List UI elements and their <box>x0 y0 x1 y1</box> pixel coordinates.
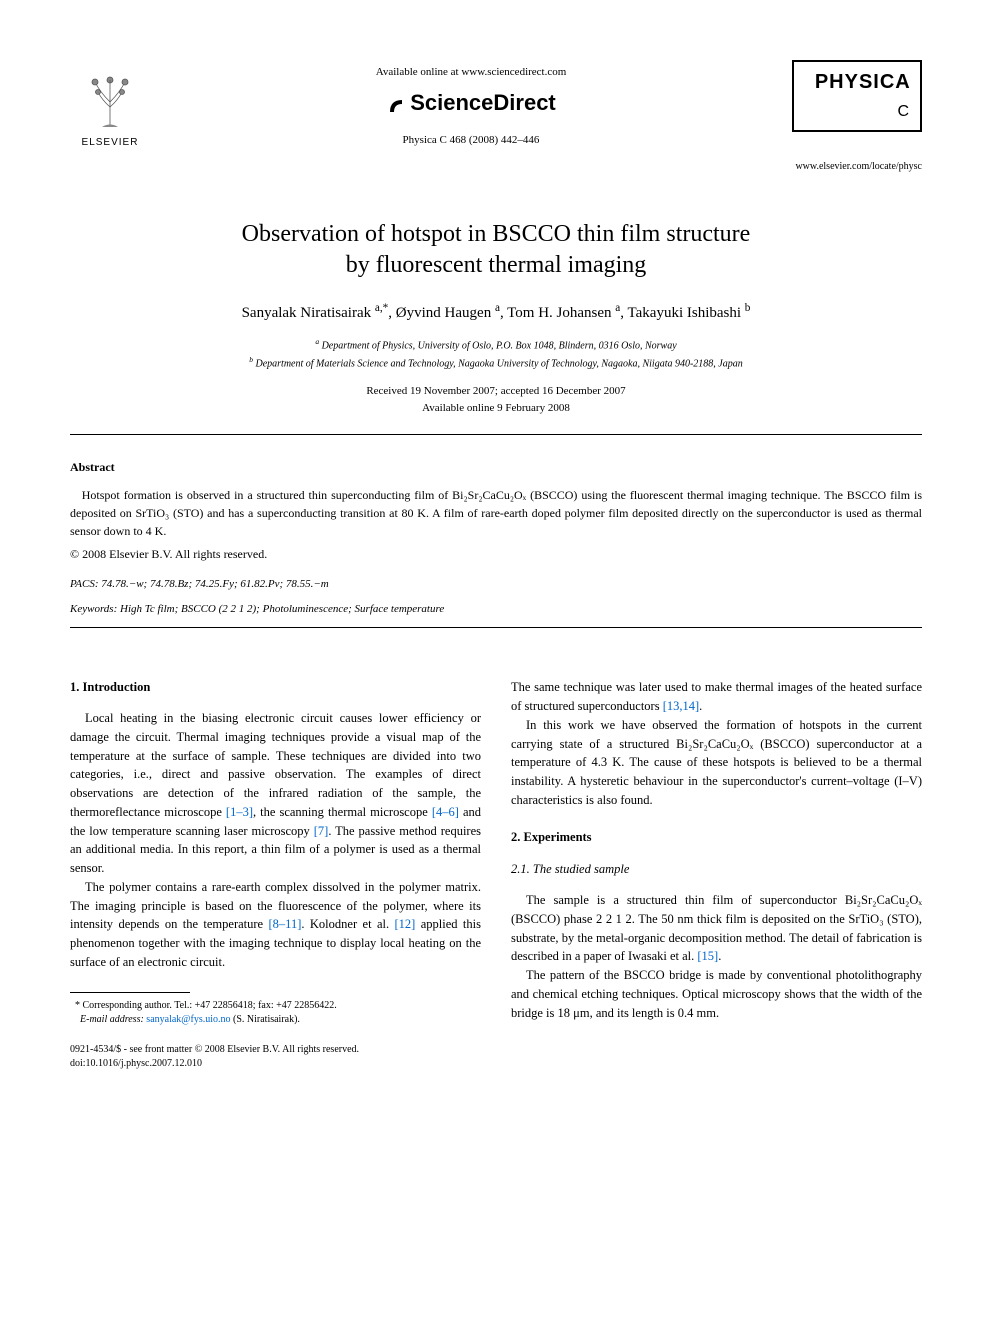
available-online-text: Available online at www.sciencedirect.co… <box>150 65 792 80</box>
abstract-heading: Abstract <box>70 459 922 476</box>
abstract-body: Hotspot formation is observed in a struc… <box>70 488 922 538</box>
email-name: (S. Niratisairak). <box>233 1014 300 1025</box>
sciencedirect-text: ScienceDirect <box>410 88 556 119</box>
title-line-1: Observation of hotspot in BSCCO thin fil… <box>242 221 751 247</box>
front-matter-copyright: 0921-4534/$ - see front matter © 2008 El… <box>70 1044 359 1055</box>
physica-box: PHYSICA C <box>792 60 922 132</box>
title-line-2: by fluorescent thermal imaging <box>346 252 647 278</box>
abstract-copyright: © 2008 Elsevier B.V. All rights reserved… <box>70 546 922 563</box>
ref-link-15[interactable]: [15] <box>697 949 718 963</box>
exp-paragraph-1: The sample is a structured thin film of … <box>511 891 922 966</box>
doi: doi:10.1016/j.physc.2007.12.010 <box>70 1058 202 1069</box>
center-header: Available online at www.sciencedirect.co… <box>150 60 792 149</box>
received-date: Received 19 November 2007; accepted 16 D… <box>366 385 625 397</box>
email-link[interactable]: sanyalak@fys.uio.no <box>146 1014 230 1025</box>
pacs-codes: PACS: 74.78.−w; 74.78.Bz; 74.25.Fy; 61.8… <box>70 577 922 592</box>
ref-link-7[interactable]: [7] <box>314 824 329 838</box>
elsevier-text: ELSEVIER <box>82 136 139 150</box>
divider-bottom <box>70 627 922 628</box>
physica-text: PHYSICA <box>815 71 910 93</box>
ref-link-13-14[interactable]: [13,14] <box>663 699 699 713</box>
experiments-heading: 2. Experiments <box>511 828 922 847</box>
sciencedirect-icon <box>386 94 406 114</box>
article-title: Observation of hotspot in BSCCO thin fil… <box>70 219 922 281</box>
exp-paragraph-2: The pattern of the BSCCO bridge is made … <box>511 966 922 1022</box>
footnote-separator <box>70 992 190 993</box>
journal-url: www.elsevier.com/locate/physc <box>792 160 922 174</box>
col2-paragraph-1: The same technique was later used to mak… <box>511 678 922 716</box>
ref-link-8-11[interactable]: [8–11] <box>269 917 302 931</box>
keywords: Keywords: High Tc film; BSCCO (2 2 1 2);… <box>70 602 922 617</box>
bottom-copyright: 0921-4534/$ - see front matter © 2008 El… <box>70 1043 481 1071</box>
corresponding-author: * Corresponding author. Tel.: +47 228564… <box>70 999 481 1027</box>
divider-top <box>70 434 922 435</box>
article-dates: Received 19 November 2007; accepted 16 D… <box>70 383 922 416</box>
elsevier-tree-icon <box>80 72 140 132</box>
ref-link-4-6[interactable]: [4–6] <box>432 805 459 819</box>
header-row: ELSEVIER Available online at www.science… <box>70 60 922 174</box>
col2-paragraph-2: In this work we have observed the format… <box>511 716 922 810</box>
left-column: 1. Introduction Local heating in the bia… <box>70 678 481 1070</box>
body-columns: 1. Introduction Local heating in the bia… <box>70 678 922 1070</box>
sciencedirect-logo: ScienceDirect <box>150 88 792 119</box>
physica-logo: PHYSICA C www.elsevier.com/locate/physc <box>792 60 922 174</box>
right-column: The same technique was later used to mak… <box>511 678 922 1070</box>
corr-author-text: Corresponding author. Tel.: +47 22856418… <box>83 1000 337 1011</box>
affiliation-b: Department of Materials Science and Tech… <box>255 358 742 369</box>
physica-letter: C <box>897 103 910 120</box>
journal-reference: Physica C 468 (2008) 442–446 <box>150 133 792 148</box>
intro-heading: 1. Introduction <box>70 678 481 697</box>
elsevier-logo: ELSEVIER <box>70 60 150 150</box>
ref-link-12[interactable]: [12] <box>395 917 416 931</box>
email-label: E-mail address: <box>80 1014 144 1025</box>
studied-sample-heading: 2.1. The studied sample <box>511 860 922 879</box>
online-date: Available online 9 February 2008 <box>422 402 570 414</box>
ref-link-1-3[interactable]: [1–3] <box>226 805 253 819</box>
abstract-text: Hotspot formation is observed in a struc… <box>70 486 922 540</box>
affiliation-a: Department of Physics, University of Osl… <box>322 341 677 352</box>
authors: Sanyalak Niratisairak a,*, Øyvind Haugen… <box>70 301 922 324</box>
affiliations: a Department of Physics, University of O… <box>70 336 922 371</box>
intro-paragraph-2: The polymer contains a rare-earth comple… <box>70 878 481 972</box>
intro-paragraph-1: Local heating in the biasing electronic … <box>70 709 481 878</box>
